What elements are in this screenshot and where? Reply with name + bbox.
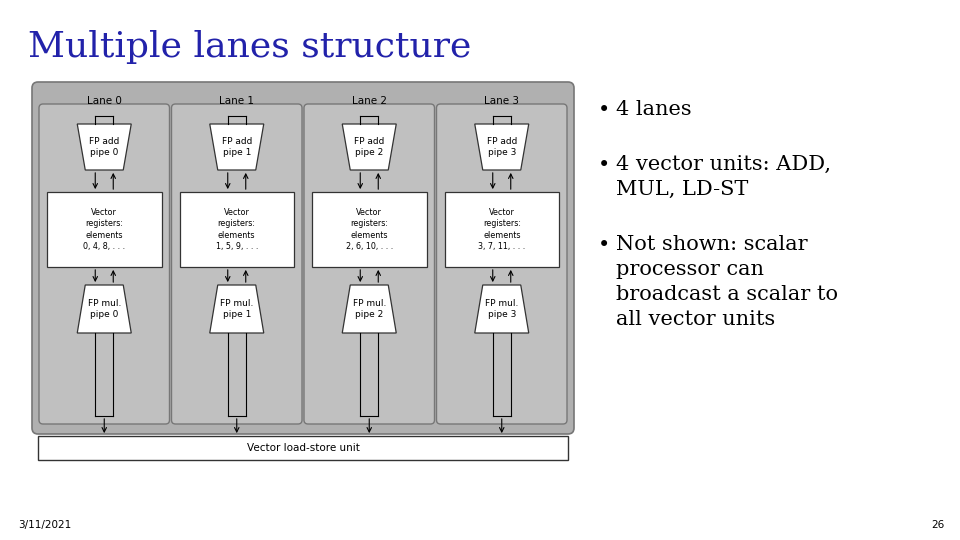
Text: Lane 2: Lane 2 [351,96,387,106]
Text: Vector
registers:
elements
1, 5, 9, . . .: Vector registers: elements 1, 5, 9, . . … [216,208,258,251]
Text: Lane 0: Lane 0 [86,96,122,106]
FancyBboxPatch shape [47,192,161,267]
Text: FP add
pipe 0: FP add pipe 0 [89,137,119,157]
Text: 26: 26 [932,520,945,530]
Text: FP mul.
pipe 0: FP mul. pipe 0 [87,299,121,319]
Text: Vector
registers:
elements
3, 7, 11, . . .: Vector registers: elements 3, 7, 11, . .… [478,208,525,251]
Text: FP add
pipe 1: FP add pipe 1 [222,137,252,157]
Text: FP mul.
pipe 2: FP mul. pipe 2 [352,299,386,319]
FancyBboxPatch shape [38,436,568,460]
Text: 4 lanes: 4 lanes [616,100,691,119]
Text: FP add
pipe 2: FP add pipe 2 [354,137,384,157]
Polygon shape [343,124,396,170]
Text: 4 vector units: ADD,
MUL, LD-ST: 4 vector units: ADD, MUL, LD-ST [616,155,831,199]
Text: Multiple lanes structure: Multiple lanes structure [28,30,471,64]
Polygon shape [209,124,264,170]
Text: FP add
pipe 3: FP add pipe 3 [487,137,516,157]
FancyBboxPatch shape [437,104,567,424]
Text: Vector
registers:
elements
0, 4, 8, . . .: Vector registers: elements 0, 4, 8, . . … [84,208,126,251]
FancyBboxPatch shape [39,104,170,424]
FancyBboxPatch shape [180,192,294,267]
Text: Vector load-store unit: Vector load-store unit [247,443,359,453]
Text: Lane 3: Lane 3 [484,96,519,106]
Polygon shape [343,285,396,333]
Text: 3/11/2021: 3/11/2021 [18,520,71,530]
FancyBboxPatch shape [304,104,435,424]
FancyBboxPatch shape [444,192,559,267]
Polygon shape [209,285,264,333]
Text: Not shown: scalar
processor can
broadcast a scalar to
all vector units: Not shown: scalar processor can broadcas… [616,235,838,329]
Text: •: • [598,155,611,175]
Polygon shape [77,124,132,170]
Text: Vector
registers:
elements
2, 6, 10, . . .: Vector registers: elements 2, 6, 10, . .… [346,208,393,251]
Polygon shape [475,285,529,333]
FancyBboxPatch shape [32,82,574,434]
Text: Lane 1: Lane 1 [219,96,254,106]
Polygon shape [77,285,132,333]
Text: •: • [598,235,611,255]
FancyBboxPatch shape [312,192,426,267]
Text: •: • [598,100,611,120]
FancyBboxPatch shape [172,104,302,424]
Text: FP mul.
pipe 1: FP mul. pipe 1 [220,299,253,319]
Polygon shape [475,124,529,170]
Text: FP mul.
pipe 3: FP mul. pipe 3 [485,299,518,319]
